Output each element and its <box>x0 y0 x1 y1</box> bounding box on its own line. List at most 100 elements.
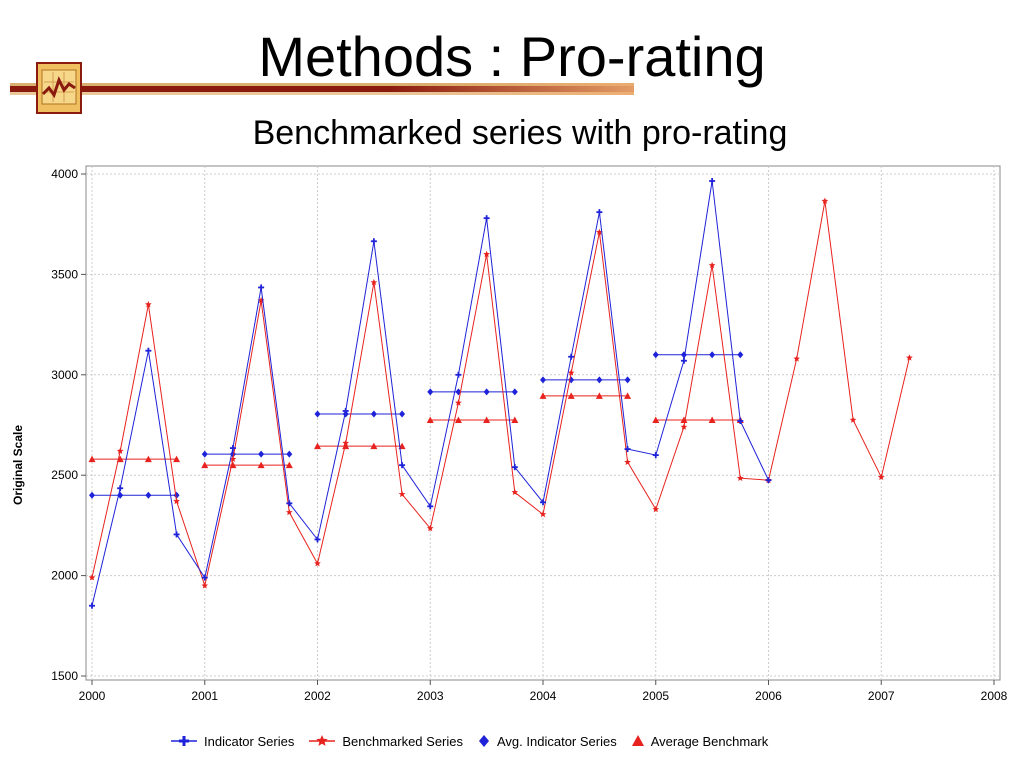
data-point <box>314 560 321 567</box>
x-tick-label: 2008 <box>981 689 1008 703</box>
y-tick-label: 1500 <box>51 669 78 683</box>
series-line <box>91 201 910 588</box>
legend-item: Average Benchmark <box>631 733 769 749</box>
series-benchmarked-series <box>88 197 913 589</box>
data-point <box>426 524 434 532</box>
data-point <box>680 423 688 430</box>
legend-item: Avg. Indicator Series <box>477 734 617 749</box>
data-point <box>652 452 659 459</box>
data-point <box>877 473 885 480</box>
data-point <box>511 488 519 496</box>
data-point <box>596 209 603 216</box>
slide-subtitle: Benchmarked series with pro-rating <box>252 114 788 152</box>
data-point <box>427 503 434 510</box>
data-point <box>511 464 518 471</box>
data-point <box>342 439 349 446</box>
data-point <box>342 442 350 450</box>
data-point <box>145 347 152 354</box>
data-point <box>257 461 265 469</box>
data-point <box>454 416 462 423</box>
data-point <box>652 351 659 359</box>
data-point <box>624 376 631 384</box>
legend-label: Benchmarked Series <box>342 733 463 749</box>
data-point <box>88 455 96 463</box>
data-point <box>595 392 603 399</box>
data-point <box>116 447 124 454</box>
x-tick-label: 2005 <box>642 689 669 703</box>
legend-label: Average Benchmark <box>650 733 769 749</box>
data-point <box>455 371 462 378</box>
data-point <box>708 261 716 269</box>
data-point <box>229 445 236 452</box>
chart-axes: 2000 2001 2002 2003 2004 2005 2006 2007 2008 1500… <box>51 167 1007 703</box>
data-point <box>483 416 491 423</box>
data-point <box>737 351 744 359</box>
x-tick-label: 2007 <box>868 689 895 703</box>
legend-swatch <box>631 735 644 746</box>
data-point <box>483 388 490 396</box>
data-point <box>286 450 293 458</box>
legend-item: Benchmarked Series <box>308 734 463 749</box>
title-bar-light-stripe <box>10 92 634 95</box>
title-underline-bar <box>10 83 634 95</box>
data-point <box>285 461 293 469</box>
data-point <box>257 297 265 304</box>
data-point <box>567 369 575 376</box>
data-point <box>737 474 744 481</box>
y-tick-label: 3000 <box>51 368 78 382</box>
data-point <box>624 458 631 465</box>
data-point <box>511 388 518 396</box>
y-tick-label: 2500 <box>51 468 78 482</box>
y-tick-label: 4000 <box>51 167 78 181</box>
data-point <box>680 357 687 364</box>
data-point <box>370 410 377 418</box>
data-point <box>370 278 378 286</box>
data-point <box>427 388 434 396</box>
data-point <box>201 582 209 589</box>
data-point <box>145 491 152 499</box>
legend-swatch <box>171 736 197 746</box>
data-point <box>370 442 378 450</box>
slide-title: Methods : Pro-rating <box>258 25 766 88</box>
chart-gridlines <box>86 166 1000 680</box>
y-tick-label: 2000 <box>51 569 78 583</box>
data-point <box>201 461 209 469</box>
data-point <box>398 490 406 498</box>
data-point <box>539 510 547 518</box>
x-tick-label: 2000 <box>79 689 106 703</box>
y-axis-label: Original Scale <box>11 425 25 505</box>
data-point <box>652 416 660 423</box>
data-point <box>540 499 546 506</box>
data-point <box>89 602 95 609</box>
x-tick-label: 2001 <box>191 689 218 703</box>
data-point <box>511 416 519 423</box>
x-tick-label: 2003 <box>417 689 444 703</box>
series-indicator-series <box>89 178 772 609</box>
data-point <box>201 450 208 458</box>
chart-line-logo-icon <box>36 62 82 114</box>
data-point <box>708 416 716 423</box>
data-point <box>88 574 96 581</box>
data-point <box>849 416 857 423</box>
data-point <box>173 455 181 463</box>
data-point <box>258 284 265 291</box>
data-point <box>258 450 265 458</box>
data-point <box>624 446 631 453</box>
data-point <box>568 353 575 360</box>
data-point <box>483 215 490 222</box>
title-bar-dark-stripe <box>10 86 634 92</box>
x-tick-label: 2004 <box>530 689 557 703</box>
x-tick-label: 2002 <box>304 689 331 703</box>
data-point <box>144 455 152 463</box>
chart-series <box>88 178 913 609</box>
data-point <box>709 351 716 359</box>
data-point <box>314 410 321 418</box>
data-point <box>370 238 377 245</box>
data-point <box>596 228 603 236</box>
data-point <box>652 505 660 513</box>
legend-label: Indicator Series <box>204 733 295 749</box>
data-point <box>314 536 321 543</box>
data-point <box>229 455 237 462</box>
data-point <box>399 462 406 469</box>
legend-swatch <box>309 735 336 746</box>
